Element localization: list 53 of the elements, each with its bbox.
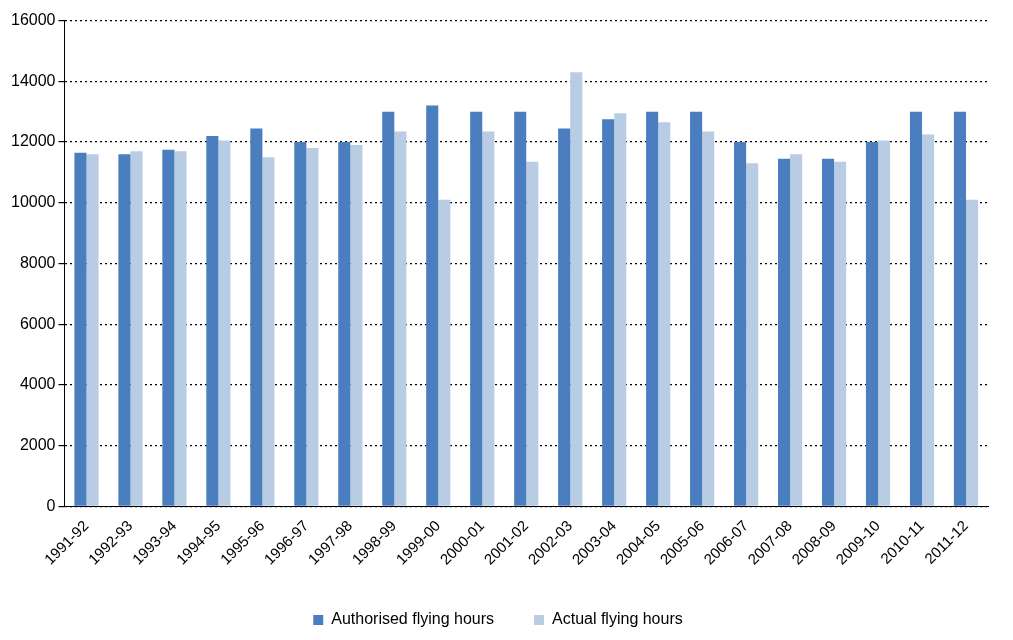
y-tick-label: 10000: [10, 193, 56, 211]
bar: [614, 113, 627, 506]
bar: [602, 119, 615, 506]
bar: [86, 154, 99, 506]
bar: [878, 140, 891, 506]
bar: [206, 135, 219, 506]
bar: [865, 142, 879, 506]
bar: [250, 128, 263, 506]
y-tick-label: 16000: [10, 11, 56, 29]
bar: [470, 111, 483, 506]
y-tick-label: 4000: [19, 375, 56, 393]
bar: [426, 105, 439, 506]
legend-label: Actual flying hours: [552, 610, 683, 628]
y-tick-label: 6000: [19, 314, 56, 332]
bar: [702, 131, 715, 506]
y-tick-label: 12000: [10, 132, 56, 150]
bar: [909, 111, 923, 506]
bar: [218, 140, 231, 506]
bar: [821, 158, 835, 506]
legend-label: Authorised flying hours: [331, 610, 495, 628]
bar: [482, 131, 495, 506]
bar: [746, 163, 759, 506]
bar: [966, 199, 979, 506]
bar: [514, 111, 527, 506]
bar: [778, 158, 791, 506]
bar: [834, 161, 847, 506]
bar: [734, 142, 747, 506]
bar: [438, 199, 451, 506]
y-tick-label: 14000: [10, 71, 56, 89]
bar: [130, 151, 143, 506]
bar: [350, 145, 363, 506]
bar: [526, 161, 539, 506]
bar: [658, 122, 671, 506]
bar: [790, 154, 803, 506]
bar: [294, 142, 307, 506]
bar: [338, 142, 351, 506]
y-tick-label: 0: [46, 496, 56, 514]
bar: [306, 148, 319, 506]
bar: [262, 157, 275, 506]
bar: [690, 111, 703, 506]
bar: [118, 154, 131, 506]
bar: [646, 111, 659, 506]
bar: [558, 128, 571, 506]
bar: [162, 149, 175, 506]
y-tick-label: 2000: [19, 436, 56, 454]
bar: [74, 152, 87, 506]
bar: [922, 134, 935, 506]
bar: [570, 72, 583, 506]
bar: [382, 111, 395, 506]
bar: [174, 151, 187, 506]
bar: [394, 131, 407, 506]
y-tick-label: 8000: [19, 253, 56, 271]
bar: [953, 111, 967, 506]
